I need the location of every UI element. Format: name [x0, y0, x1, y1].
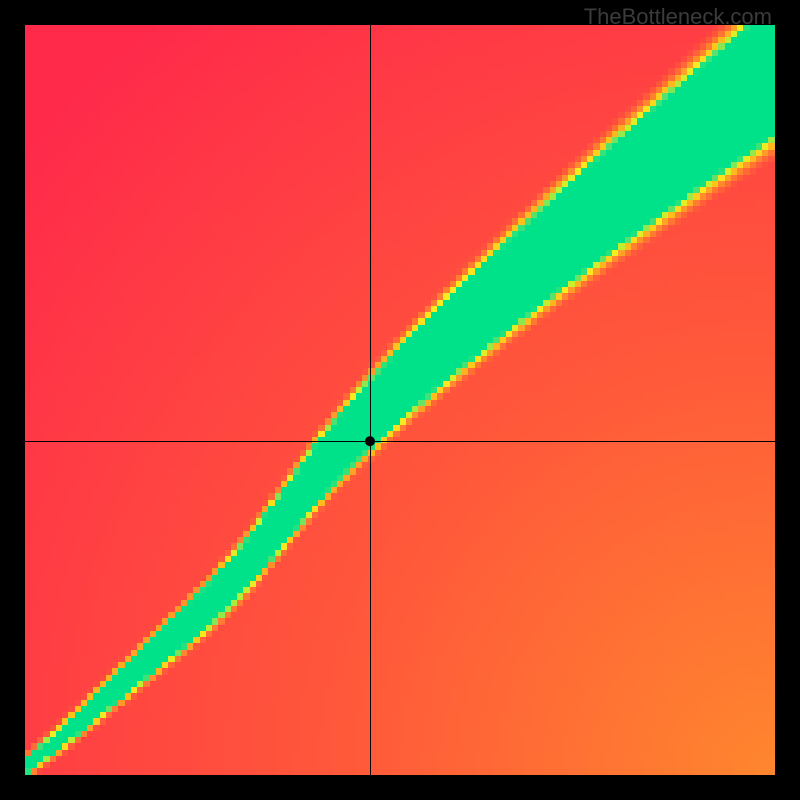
watermark-label: TheBottleneck.com [584, 4, 772, 30]
chart-frame: TheBottleneck.com [0, 0, 800, 800]
heatmap-canvas [25, 25, 775, 775]
plot-area [25, 25, 775, 775]
